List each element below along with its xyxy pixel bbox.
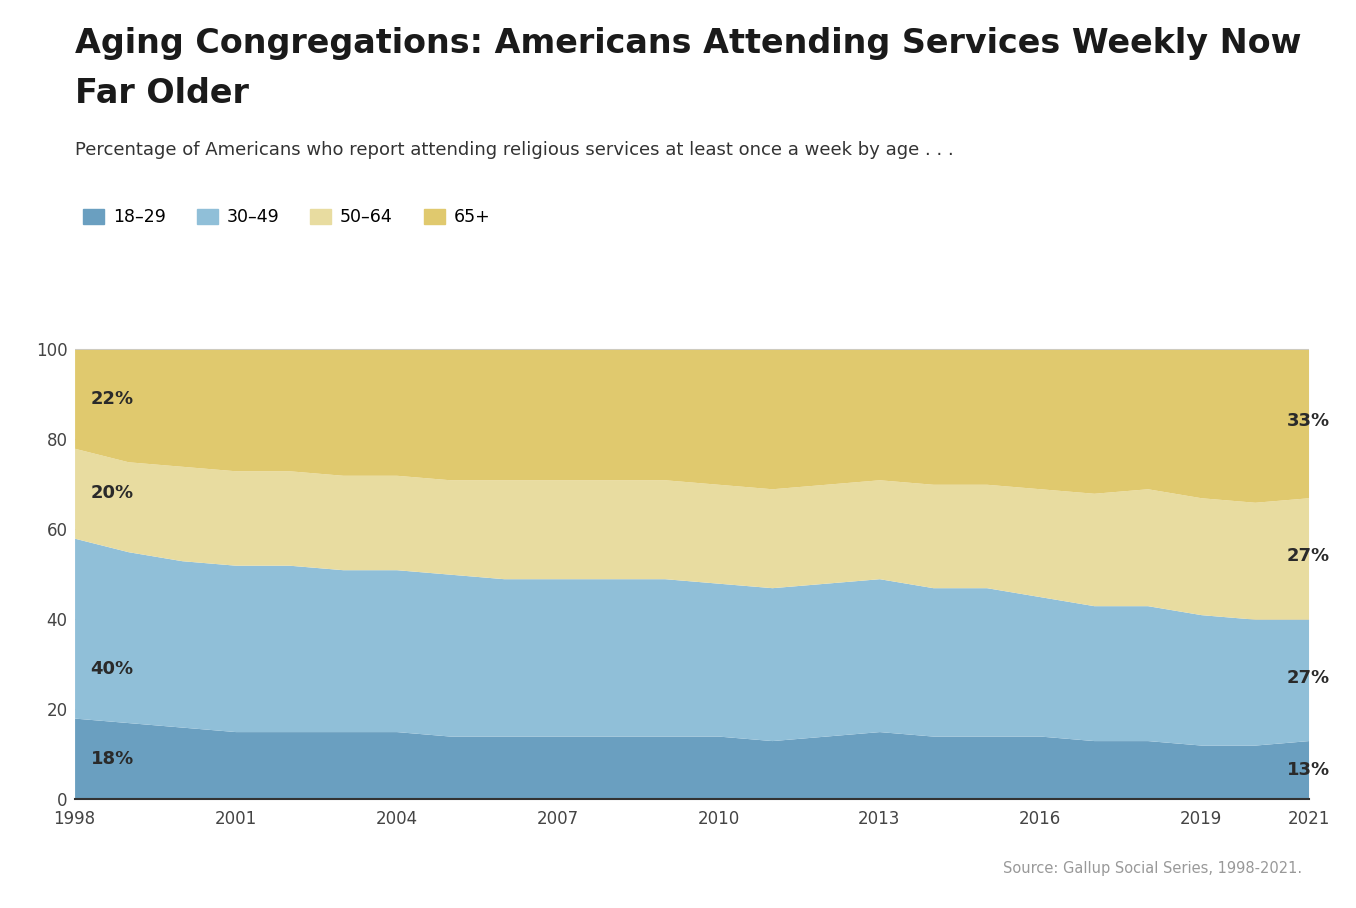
- Text: 40%: 40%: [91, 659, 134, 677]
- Text: Percentage of Americans who report attending religious services at least once a : Percentage of Americans who report atten…: [75, 141, 953, 159]
- Text: 22%: 22%: [91, 390, 134, 408]
- Text: 27%: 27%: [1287, 548, 1330, 565]
- Text: 13%: 13%: [1287, 761, 1330, 779]
- Text: 33%: 33%: [1287, 412, 1330, 430]
- Legend: 18–29, 30–49, 50–64, 65+: 18–29, 30–49, 50–64, 65+: [83, 209, 490, 226]
- Text: Aging Congregations: Americans Attending Services Weekly Now: Aging Congregations: Americans Attending…: [75, 27, 1300, 60]
- Text: 27%: 27%: [1287, 668, 1330, 686]
- Text: 20%: 20%: [91, 484, 134, 502]
- Text: Source: Gallup Social Series, 1998-2021.: Source: Gallup Social Series, 1998-2021.: [1002, 861, 1302, 876]
- Text: Far Older: Far Older: [75, 77, 248, 110]
- Text: 18%: 18%: [91, 750, 134, 767]
